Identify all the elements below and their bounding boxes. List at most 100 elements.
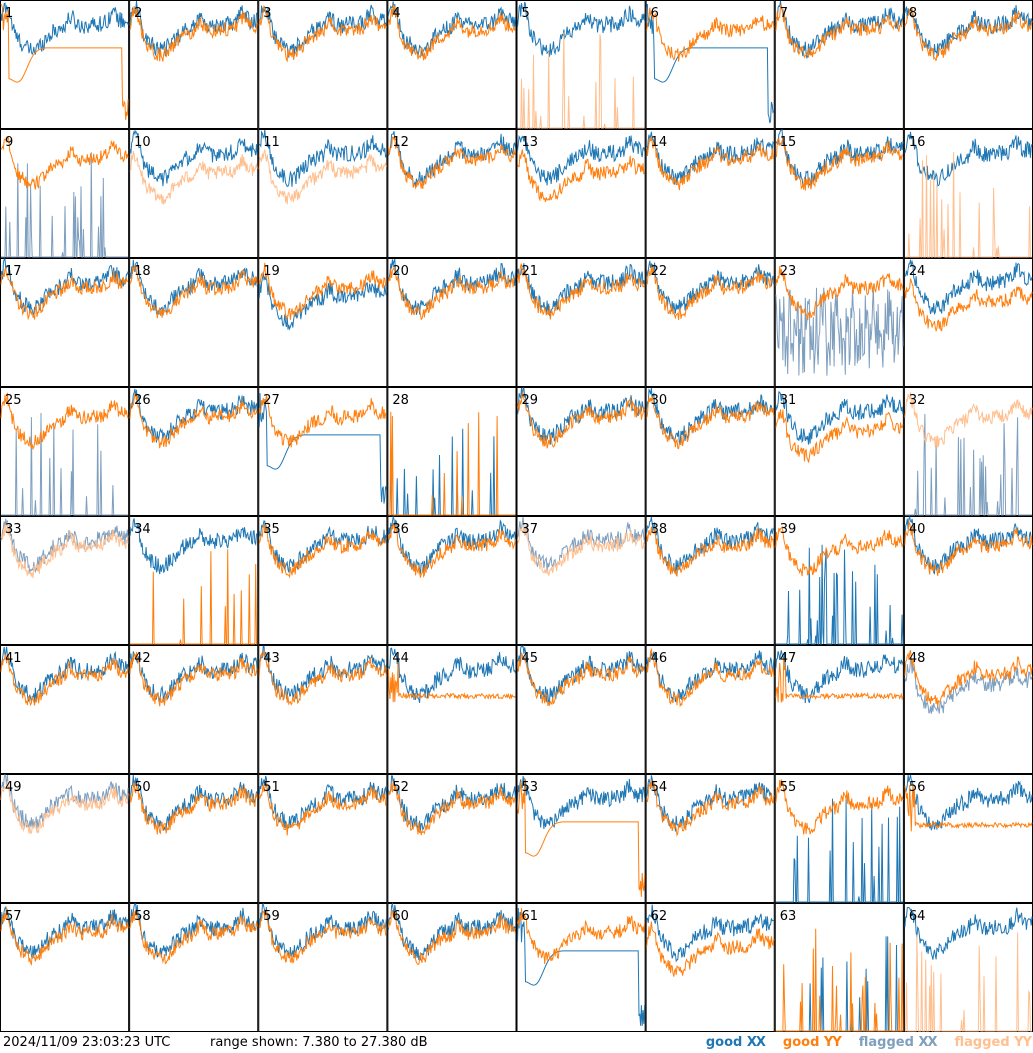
panel-frame [0, 516, 130, 645]
panel-label: 32 [909, 393, 926, 408]
legend-good-yy: good YY [783, 1035, 842, 1050]
panel-12: 12 [387, 129, 517, 258]
series-xx [387, 515, 516, 575]
panel-label: 54 [651, 780, 668, 795]
panel-label: 29 [522, 393, 539, 408]
series-xx [129, 0, 258, 58]
series-yy [129, 392, 258, 449]
panel-frame [774, 129, 904, 258]
legend-label: flagged [858, 1035, 914, 1050]
panel-13: 13 [516, 129, 646, 258]
panel-24: 24 [903, 258, 1033, 387]
series-xx [129, 774, 258, 831]
panel-56: 56 [903, 774, 1033, 903]
series-yy [258, 262, 387, 321]
panel-41: 41 [0, 645, 130, 774]
series-xx [517, 134, 646, 186]
panel-frame [0, 645, 130, 774]
series-xx [258, 4, 387, 59]
panel-39: 39 [774, 516, 904, 645]
panel-30: 30 [645, 387, 775, 516]
series-yy [904, 650, 1033, 707]
panel-frame [387, 645, 517, 774]
panel-label: 59 [263, 909, 280, 924]
panel-28: 28 [387, 387, 517, 516]
panel-21: 21 [516, 258, 646, 387]
panel-11: 11 [258, 129, 388, 258]
panel-47: 47 [774, 645, 904, 774]
panel-label: 4 [392, 6, 400, 21]
series-yy [904, 521, 1033, 576]
panel-31: 31 [774, 387, 904, 516]
panel-36: 36 [387, 515, 517, 645]
panel-label: 46 [651, 651, 668, 666]
panel-label: 52 [392, 780, 409, 795]
panel-label: 8 [909, 6, 917, 21]
series-xx [904, 259, 1033, 316]
panel-label: 47 [780, 651, 797, 666]
series-xx [646, 3, 775, 124]
legend-pol: YY [823, 1035, 842, 1050]
series-xx [1, 412, 129, 516]
series-xx [0, 2, 129, 56]
series-yy [0, 3, 129, 120]
panel-frame [258, 129, 388, 258]
panel-58: 58 [129, 903, 259, 1032]
series-xx [775, 286, 904, 376]
panel-label: 39 [780, 522, 797, 537]
panel-frame [774, 645, 904, 774]
panel-label: 12 [392, 135, 409, 150]
panel-53: 53 [516, 774, 646, 903]
panel-54: 54 [645, 774, 775, 903]
panel-23: 23 [774, 258, 904, 387]
series-yy [258, 149, 387, 205]
panel-frame [0, 774, 130, 903]
series-yy [517, 778, 646, 897]
panel-label: 10 [134, 135, 151, 150]
series-yy [517, 908, 646, 964]
legend-pol: YY [1014, 1035, 1032, 1050]
panel-48: 48 [903, 645, 1033, 774]
series-yy [646, 526, 775, 578]
panel-frame [387, 258, 517, 387]
panel-19: 19 [258, 258, 388, 387]
series-xx [258, 129, 387, 187]
legend-pol: XX [918, 1035, 937, 1050]
panel-frame [774, 387, 904, 516]
panel-5: 5 [516, 0, 646, 129]
panel-label: 30 [651, 393, 668, 408]
panel-label: 64 [909, 909, 926, 924]
series-yy [0, 522, 129, 579]
series-yy [517, 390, 646, 449]
panel-15: 15 [774, 129, 904, 258]
series-yy [904, 392, 1033, 449]
panel-label: 38 [651, 522, 668, 537]
legend-flagged-yy: flagged YY [954, 1035, 1032, 1050]
panel-frame [258, 387, 388, 516]
series-xx [904, 774, 1033, 832]
panel-label: 41 [5, 651, 22, 666]
panel-14: 14 [645, 129, 775, 258]
series-xx [904, 413, 1032, 516]
panel-60: 60 [387, 902, 517, 1032]
panel-label: 1 [5, 6, 13, 21]
panel-frame [129, 258, 259, 387]
series-yy [0, 653, 129, 707]
panel-frame [258, 645, 388, 774]
series-yy [0, 136, 129, 190]
panel-label: 55 [780, 780, 797, 795]
series-yy [775, 136, 904, 191]
panel-label: 28 [392, 393, 409, 408]
panel-frame [258, 0, 388, 129]
series-yy [0, 780, 129, 835]
series-yy [775, 779, 904, 835]
series-xx [129, 518, 258, 575]
panel-frame [516, 903, 646, 1032]
series-xx [387, 1, 516, 57]
panel-frame [387, 129, 517, 258]
panel-10: 10 [129, 129, 259, 258]
panel-frame [516, 0, 646, 129]
panel-frame [387, 0, 517, 129]
panel-label: 7 [780, 6, 788, 21]
panel-frame [0, 0, 130, 129]
